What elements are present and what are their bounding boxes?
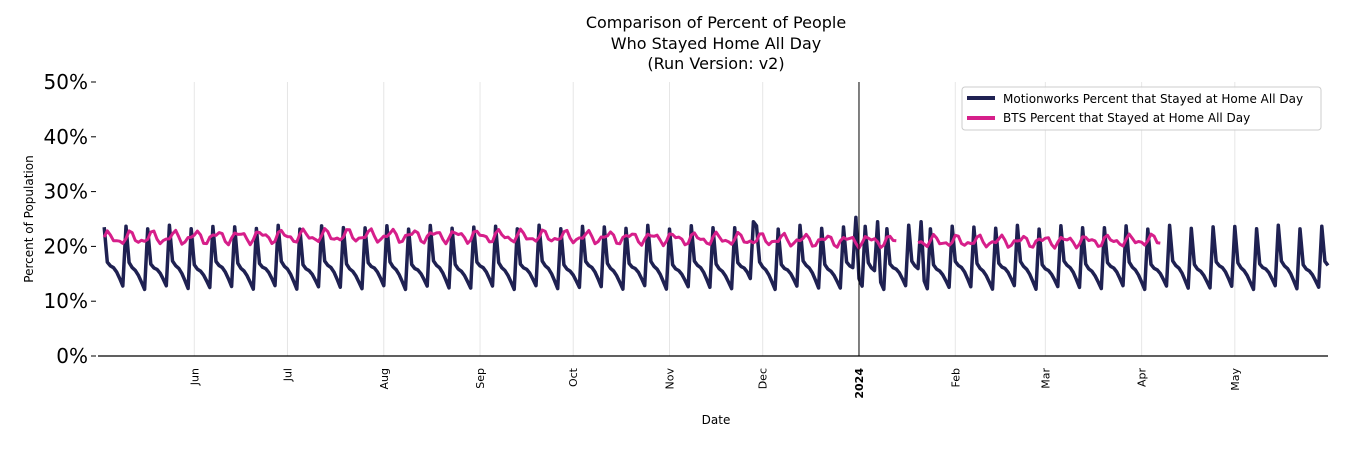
chart-title-line-2: Who Stayed Home All Day	[611, 34, 821, 53]
y-tick-label-40: 40%	[44, 125, 88, 149]
series-lines	[102, 215, 1330, 292]
x-axis-label: Date	[702, 413, 731, 427]
x-tick-label-feb: Feb	[949, 368, 962, 387]
x-tick-label-mar: Mar	[1039, 368, 1052, 389]
chart-title: Comparison of Percent of People Who Stay…	[586, 13, 846, 73]
y-tick-label-20: 20%	[44, 234, 88, 258]
x-tick-label-oct: Oct	[567, 367, 580, 387]
x-tick-label-nov: Nov	[664, 368, 677, 390]
x-tick-label-dec: Dec	[757, 368, 770, 389]
x-tick-label-apr: Apr	[1136, 368, 1149, 388]
y-tick-label-10: 10%	[44, 289, 88, 313]
legend-label-motionworks: Motionworks Percent that Stayed at Home …	[1003, 92, 1303, 106]
series-line-motionworks	[102, 215, 1330, 292]
x-tick-label-aug: Aug	[378, 368, 391, 389]
x-tick-label-jun: Jun	[188, 368, 201, 386]
y-tick-label-0: 0%	[56, 344, 88, 368]
x-tick-label-jul: Jul	[281, 368, 294, 382]
legend: Motionworks Percent that Stayed at Home …	[961, 86, 1322, 131]
chart-title-line-1: Comparison of Percent of People	[586, 13, 846, 32]
x-axis: Jun Jul Aug Sep Oct Nov Dec 2024 Feb Mar Apr May	[98, 355, 1328, 399]
y-tick-label-30: 30%	[44, 180, 88, 204]
y-axis-label: Percent of Population	[22, 155, 36, 282]
y-tick-label-50: 50%	[44, 70, 88, 94]
series-line-bts	[102, 227, 897, 250]
y-axis: 0% 10% 20% 30% 40% 50%	[44, 70, 96, 368]
legend-box	[961, 86, 1322, 131]
chart-title-line-3: (Run Version: v2)	[647, 54, 784, 73]
series-line-bts	[917, 232, 1161, 250]
x-tick-label-2024: 2024	[853, 368, 866, 399]
x-tick-label-sep: Sep	[474, 368, 487, 389]
x-tick-label-may: May	[1229, 368, 1242, 391]
legend-label-bts: BTS Percent that Stayed at Home All Day	[1003, 111, 1250, 125]
